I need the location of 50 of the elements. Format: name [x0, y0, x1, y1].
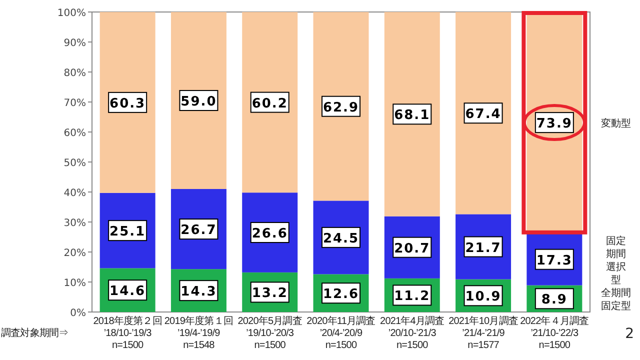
bar: [313, 12, 369, 201]
data-label: 14.3: [180, 284, 217, 300]
data-label: 10.9: [465, 290, 502, 305]
data-label: 59.0: [180, 94, 217, 110]
y-tick-label: 10%: [64, 278, 86, 289]
bar: [170, 12, 226, 189]
x-tick-label: 2019年度第１回 ’19/4-’19/9 n=1548: [164, 315, 234, 351]
x-tick-label: 2021年10月調査 ’21/4-’21/9 n=1577: [448, 315, 518, 351]
data-label: 73.9: [536, 116, 572, 132]
data-label: 21.7: [465, 240, 502, 256]
data-label: 14.6: [110, 284, 146, 300]
text: 固定期間選択型: [606, 234, 626, 286]
data-label: 20.7: [394, 241, 430, 256]
data-label: 60.2: [252, 96, 288, 112]
series-label: 全期間固定型: [601, 287, 631, 312]
x-tick-label: 2022年４月調査 ’21/10-’22/3 n=1500: [520, 315, 590, 351]
data-label: 24.5: [322, 231, 360, 246]
data-label: 26.7: [180, 223, 217, 238]
y-tick-label: 70%: [64, 98, 86, 109]
data-label: 13.2: [252, 286, 288, 302]
data-label: 67.4: [465, 107, 502, 122]
data-label: 8.9: [541, 292, 568, 308]
x-tick-label: 2018年度第２回 ’18/10-’19/3 n=1500: [93, 315, 162, 351]
y-tick-label: 40%: [64, 188, 86, 199]
series-label: 変動型: [601, 118, 631, 130]
text: 2: [625, 326, 634, 342]
data-label: 68.1: [394, 108, 430, 124]
x-tick-label: 2021年4月調査 ’20/10-’21/3 n=1500: [380, 315, 445, 351]
y-tick-label: 50%: [64, 158, 86, 169]
y-tick-label: 30%: [64, 218, 86, 229]
data-label: 12.6: [322, 287, 360, 302]
data-label: 26.6: [252, 226, 288, 242]
bar: [242, 12, 298, 193]
x-tick-label: 2020年11月調査 ’20/4-’20/9 n=1500: [306, 315, 376, 351]
x-tick-label: 2020年5月調査 ’19/10-’20/3 n=1500: [238, 315, 302, 351]
text: 調査対象期間⇒: [1, 327, 69, 339]
data-label: 25.1: [110, 224, 146, 240]
bar: [384, 12, 440, 216]
data-label: 60.3: [110, 96, 146, 112]
y-tick-label: 90%: [64, 38, 86, 49]
data-label: 17.3: [536, 253, 572, 268]
y-tick-label: 0%: [70, 308, 86, 319]
data-label: 62.9: [322, 100, 360, 116]
y-tick-label: 60%: [64, 128, 86, 139]
data-label: 11.2: [394, 289, 430, 304]
y-tick-label: 100%: [57, 8, 86, 19]
y-tick-label: 80%: [64, 68, 86, 79]
bar: [100, 12, 156, 193]
y-tick-label: 20%: [64, 248, 86, 259]
bar: [456, 12, 512, 214]
